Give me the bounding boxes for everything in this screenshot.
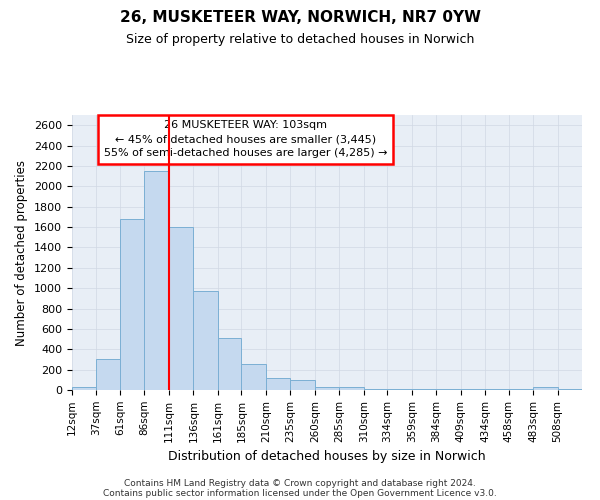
Bar [290, 380, 315, 390]
Bar [97, 360, 120, 390]
Bar [169, 227, 193, 390]
Bar [315, 387, 339, 390]
Bar [266, 378, 290, 390]
Bar [145, 171, 169, 390]
Bar [364, 389, 387, 390]
Bar [72, 388, 97, 390]
Y-axis label: Number of detached properties: Number of detached properties [16, 160, 28, 346]
Bar [120, 220, 145, 390]
Bar [218, 338, 241, 390]
Bar [193, 290, 218, 390]
Bar [339, 388, 364, 390]
Bar [533, 388, 557, 390]
Text: 26 MUSKETEER WAY: 103sqm
← 45% of detached houses are smaller (3,445)
55% of sem: 26 MUSKETEER WAY: 103sqm ← 45% of detach… [104, 120, 387, 158]
X-axis label: Distribution of detached houses by size in Norwich: Distribution of detached houses by size … [168, 450, 486, 463]
Text: Contains HM Land Registry data © Crown copyright and database right 2024.: Contains HM Land Registry data © Crown c… [124, 478, 476, 488]
Text: 26, MUSKETEER WAY, NORWICH, NR7 0YW: 26, MUSKETEER WAY, NORWICH, NR7 0YW [119, 10, 481, 25]
Text: Size of property relative to detached houses in Norwich: Size of property relative to detached ho… [126, 32, 474, 46]
Text: Contains public sector information licensed under the Open Government Licence v3: Contains public sector information licen… [103, 488, 497, 498]
Bar [241, 364, 266, 390]
